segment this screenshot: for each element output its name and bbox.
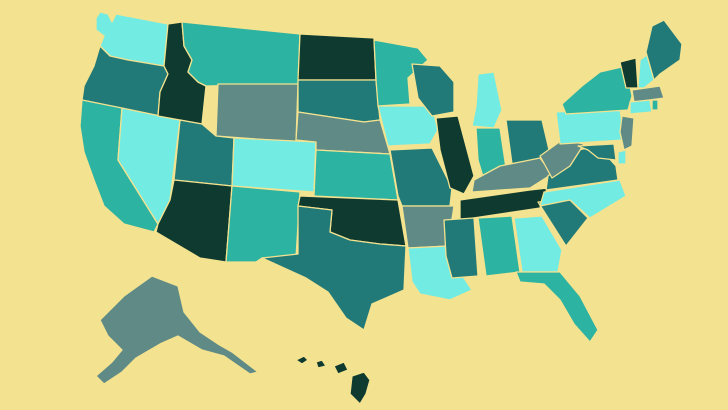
state-al — [477, 215, 521, 277]
state-il — [435, 115, 475, 195]
state-fl — [515, 271, 599, 343]
state-tx — [261, 205, 407, 331]
state-ia — [377, 105, 439, 147]
state-me — [645, 19, 683, 81]
state-nd — [297, 33, 377, 81]
state-mn — [373, 39, 429, 107]
state-ct — [629, 99, 653, 115]
state-ks — [313, 149, 399, 201]
state-co — [231, 137, 317, 193]
state-wy — [215, 83, 299, 143]
state-de — [617, 149, 627, 165]
state-mt — [181, 21, 301, 87]
state-ma — [631, 85, 665, 103]
state-nj — [619, 115, 635, 151]
state-ri — [651, 99, 659, 111]
state-nm — [225, 185, 301, 263]
state-hi — [295, 355, 371, 405]
state-wi — [411, 63, 455, 117]
state-ak — [95, 275, 259, 385]
states-layer — [79, 11, 683, 405]
state-wv — [539, 139, 585, 179]
state-ga — [513, 215, 563, 273]
state-ms — [443, 217, 479, 279]
state-md — [577, 143, 617, 161]
state-nc — [539, 179, 627, 219]
